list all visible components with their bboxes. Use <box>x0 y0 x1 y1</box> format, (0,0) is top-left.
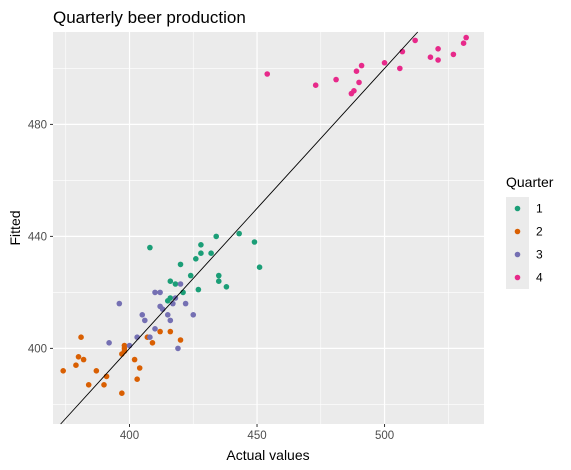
point-quarter-1 <box>208 250 214 256</box>
legend-label: 3 <box>536 248 543 262</box>
x-tick-label: 450 <box>247 430 266 442</box>
point-quarter-3 <box>152 326 158 332</box>
point-quarter-2 <box>136 365 143 371</box>
point-quarter-2 <box>119 390 125 397</box>
point-quarter-2 <box>167 328 174 335</box>
y-axis-title: Fitted <box>7 210 23 245</box>
x-axis-ticks: 400 450 500 <box>120 424 394 442</box>
legend-label: 4 <box>536 271 543 285</box>
legend: Quarter 1 2 3 4 <box>506 174 554 289</box>
point-quarter-2 <box>78 334 84 341</box>
point-quarter-2 <box>80 356 87 363</box>
x-axis-title: Actual values <box>226 447 309 463</box>
legend-key-point <box>514 228 521 235</box>
point-quarter-1 <box>164 298 171 304</box>
point-quarter-1 <box>215 272 222 279</box>
legend-key-point <box>514 205 521 212</box>
point-quarter-3 <box>175 345 181 352</box>
point-quarter-2 <box>93 368 100 374</box>
point-quarter-1 <box>215 278 222 285</box>
point-quarter-4 <box>264 71 271 77</box>
point-quarter-1 <box>213 233 220 240</box>
point-quarter-1 <box>172 281 179 287</box>
point-quarter-1 <box>236 230 242 237</box>
point-quarter-4 <box>356 79 362 86</box>
point-quarter-3 <box>167 317 174 324</box>
point-quarter-2 <box>75 354 82 360</box>
point-quarter-4 <box>351 88 357 94</box>
y-tick-label: 440 <box>28 231 47 243</box>
point-quarter-1 <box>193 255 199 262</box>
point-quarter-4 <box>450 51 457 58</box>
point-quarter-4 <box>463 34 469 41</box>
point-quarter-4 <box>435 57 441 63</box>
point-quarter-2 <box>101 382 107 388</box>
point-quarter-2 <box>121 342 128 349</box>
point-quarter-2 <box>149 340 156 346</box>
point-quarter-2 <box>73 362 79 369</box>
point-quarter-3 <box>182 300 189 307</box>
point-quarter-4 <box>353 68 360 74</box>
point-quarter-2 <box>60 368 67 374</box>
point-quarter-4 <box>460 40 467 46</box>
point-quarter-3 <box>157 289 163 296</box>
y-tick-label: 480 <box>28 119 47 131</box>
point-quarter-4 <box>358 62 365 69</box>
plot-panel <box>53 32 484 424</box>
legend-title: Quarter <box>506 174 554 190</box>
point-quarter-4 <box>397 65 403 72</box>
point-quarter-4 <box>412 37 418 44</box>
point-quarter-3 <box>139 312 146 318</box>
grid-minor <box>53 32 484 424</box>
identity-reference-line <box>60 31 419 425</box>
point-quarter-4 <box>312 82 319 88</box>
point-quarter-1 <box>223 284 230 290</box>
point-quarter-3 <box>177 281 184 287</box>
point-quarter-2 <box>157 328 163 335</box>
point-quarter-4 <box>435 46 441 52</box>
point-quarter-3 <box>164 312 171 318</box>
point-quarter-1 <box>167 278 174 285</box>
legend-key-point <box>514 274 521 281</box>
point-quarter-1 <box>198 242 204 248</box>
point-quarter-2 <box>177 337 184 343</box>
x-tick-label: 400 <box>120 430 139 442</box>
y-tick-label: 400 <box>28 343 47 355</box>
point-quarter-1 <box>256 264 263 271</box>
legend-label: 2 <box>536 225 543 239</box>
x-tick-label: 500 <box>375 430 394 442</box>
point-quarter-1 <box>251 239 258 245</box>
point-quarter-3 <box>190 312 197 318</box>
point-quarter-2 <box>134 376 140 383</box>
point-quarter-3 <box>142 317 148 324</box>
point-quarter-1 <box>187 272 194 279</box>
chart-title: Quarterly beer production <box>53 8 246 27</box>
point-quarter-4 <box>427 54 434 60</box>
legend-label: 1 <box>536 202 543 216</box>
y-axis-ticks: 400 440 480 <box>28 119 53 355</box>
point-quarter-1 <box>147 244 153 251</box>
point-quarter-3 <box>152 289 158 296</box>
point-quarter-3 <box>116 300 123 307</box>
point-quarter-1 <box>177 261 184 268</box>
point-quarter-2 <box>85 382 92 388</box>
point-quarter-4 <box>333 76 339 83</box>
legend-key-point <box>514 251 521 258</box>
point-quarter-1 <box>195 286 202 293</box>
point-quarter-1 <box>198 250 204 256</box>
point-quarter-2 <box>131 356 138 363</box>
data-points <box>60 34 469 397</box>
point-quarter-4 <box>381 60 388 66</box>
point-quarter-3 <box>106 340 112 346</box>
point-quarter-3 <box>147 334 153 341</box>
